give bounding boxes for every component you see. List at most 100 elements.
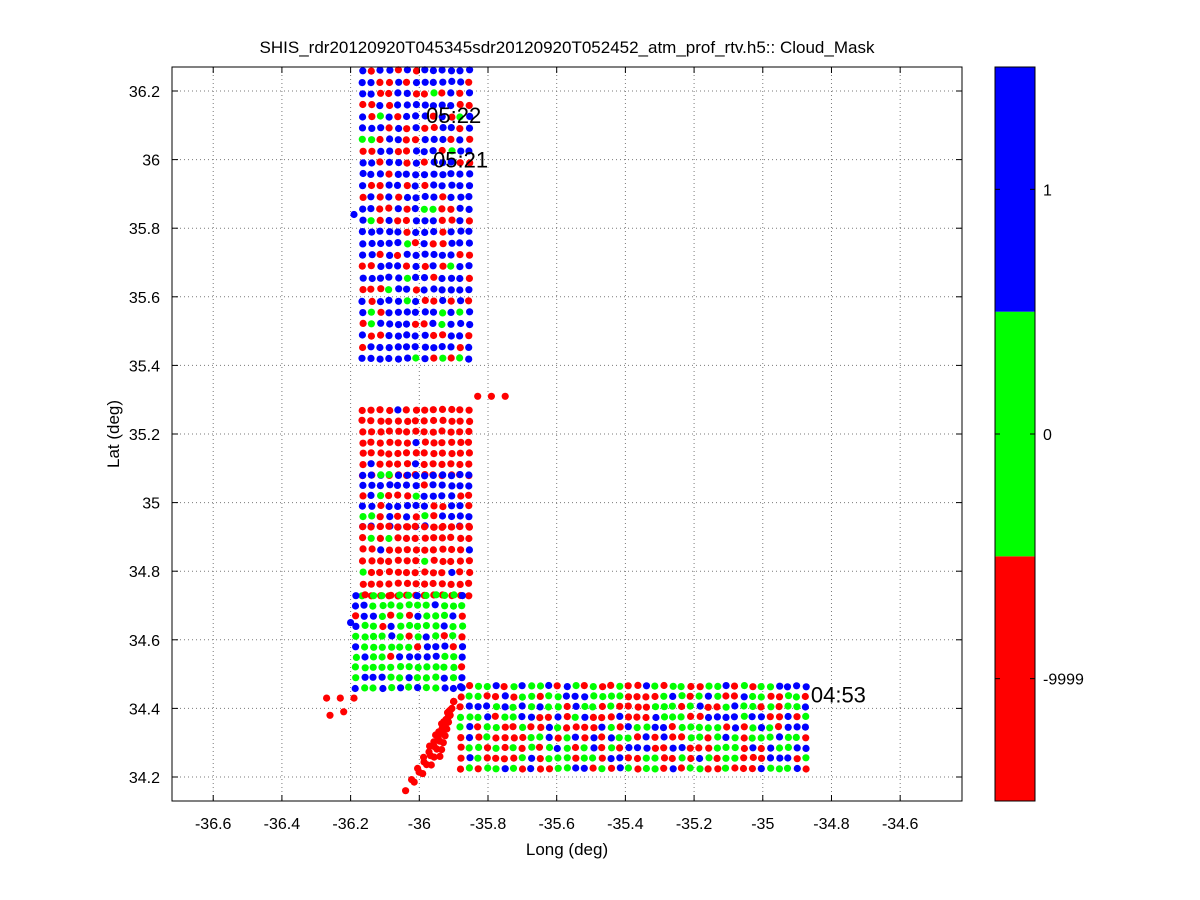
scatter-point-blue [669,765,677,773]
scatter-point-blue [368,228,376,236]
scatter-point-red [420,753,428,761]
scatter-point-blue [465,227,473,235]
scatter-point-red [411,534,419,543]
y-axis: 34.2 34.4 34.6 34.8 35 35.2 35.4 35.6 35.8 36 36.2 [129,84,962,787]
scatter-point-blue [722,713,730,722]
scatter-point-red [394,217,402,225]
scatter-point-red [385,427,393,435]
scatter-point-red [491,712,499,720]
scatter-point-green [368,512,376,520]
scatter-point-blue [749,744,757,752]
scatter-point-blue [385,354,393,363]
scatter-point-green [379,602,387,610]
scatter-point-red [624,754,633,762]
scatter-point-blue [359,216,367,224]
scatter-point-blue [456,263,464,271]
scatter-point-blue [440,674,448,682]
scatter-point-green [784,733,793,742]
scatter-point-blue [358,502,366,510]
scatter-point-blue [731,724,740,732]
scatter-point-red [421,181,429,190]
scatter-point-red [456,159,464,167]
scatter-point-blue [784,712,792,721]
scatter-point-red [465,297,473,305]
scatter-point-red [359,319,367,327]
scatter-point-blue [385,309,393,317]
scatter-point-blue [784,723,792,731]
scatter-point-green [396,612,404,620]
scatter-point-red [438,449,446,457]
scatter-point-blue [367,90,375,98]
scatter-point-red [447,460,455,468]
scatter-point-green [440,611,449,620]
scatter-point-green [749,702,757,711]
scatter-point-blue [439,135,447,144]
scatter-point-red [464,438,473,446]
scatter-point-red [429,240,437,248]
scatter-point-blue [458,592,466,600]
scatter-point-red [705,744,713,752]
scatter-point-blue [352,643,360,651]
scatter-point-red [801,692,809,701]
scatter-point-blue [643,744,651,752]
scatter-point-green [660,692,668,700]
scatter-point-red [802,765,810,773]
scatter-point-red [359,343,367,352]
scatter-point-green [784,743,793,752]
scatter-point-red [377,89,385,97]
scatter-point-red [358,416,366,424]
scatter-point-green [766,724,774,732]
colorbar-segment [995,311,1035,557]
scatter-point-red [359,193,367,201]
scatter-point-red [412,546,420,554]
scatter-point-blue [447,286,455,294]
scatter-point-red [589,713,598,722]
scatter-point-green [385,471,393,479]
scatter-point-blue [421,250,429,258]
scatter-point-blue [465,147,473,155]
scatter-point-red [704,703,712,711]
scatter-point-red [456,460,464,469]
scatter-point-blue [748,713,756,721]
scatter-point-green [369,653,378,661]
scatter-point-red [624,682,632,690]
scatter-point-red [359,449,367,457]
x-tick-label: -35.6 [538,816,575,833]
scatter-point-blue [394,332,402,340]
scatter-point-blue [423,643,431,651]
scatter-point-red [633,713,641,721]
scatter-point-green [414,633,422,641]
scatter-point-blue [358,331,366,339]
scatter-point-blue [412,501,420,510]
scatter-point-blue [379,684,387,693]
scatter-point-blue [394,321,403,329]
scatter-point-green [554,703,562,711]
scatter-point-blue [406,653,414,661]
scatter-point-blue [411,308,419,316]
scatter-point-red [394,113,402,121]
scatter-point-red [793,713,801,721]
scatter-point-green [642,754,650,762]
scatter-point-blue [447,67,456,75]
scatter-point-red [572,723,580,731]
scatter-point-green [413,622,422,630]
scatter-point-green [554,754,562,762]
scatter-point-red [492,734,500,742]
scatter-point-green [528,703,536,711]
scatter-point-blue [430,344,438,352]
scatter-point-blue [438,182,446,190]
scatter-point-green [686,764,694,772]
scatter-point-red [394,491,402,499]
scatter-point-red [359,428,367,436]
scatter-point-red [501,743,509,752]
scatter-point-green [608,744,616,752]
scatter-point-blue [359,113,367,121]
scatter-point-green [422,591,430,600]
scatter-point-green [378,643,386,651]
scatter-point-green [651,754,659,762]
scatter-point-red [537,723,545,732]
scatter-point-blue [359,274,367,282]
scatter-point-red [376,216,384,224]
scatter-point-red [421,406,429,414]
scatter-point-green [509,764,518,772]
